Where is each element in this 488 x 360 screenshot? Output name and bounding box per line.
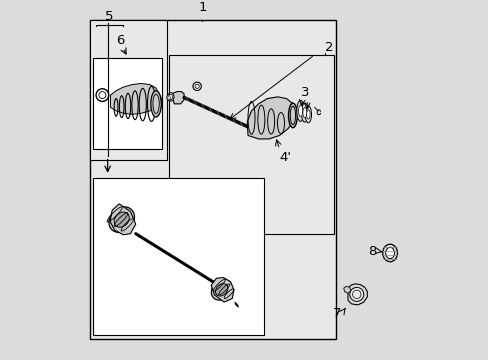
Circle shape (349, 287, 363, 301)
Ellipse shape (153, 94, 159, 113)
Polygon shape (247, 97, 295, 139)
Text: 2: 2 (325, 41, 333, 54)
Polygon shape (153, 93, 162, 114)
Polygon shape (110, 204, 136, 235)
Circle shape (352, 290, 360, 298)
Ellipse shape (211, 279, 231, 300)
Text: 8: 8 (367, 245, 376, 258)
Ellipse shape (298, 105, 302, 117)
Ellipse shape (167, 93, 174, 101)
Ellipse shape (166, 94, 171, 101)
Polygon shape (172, 91, 184, 104)
Polygon shape (211, 278, 233, 302)
Text: 4': 4' (279, 151, 291, 164)
Ellipse shape (302, 107, 306, 118)
Polygon shape (93, 177, 263, 336)
Polygon shape (90, 20, 167, 160)
Polygon shape (110, 84, 158, 114)
Polygon shape (93, 58, 162, 149)
Text: 1: 1 (198, 1, 206, 14)
Text: 7: 7 (332, 307, 340, 320)
Ellipse shape (306, 110, 309, 119)
Ellipse shape (385, 247, 394, 258)
Ellipse shape (169, 94, 172, 99)
Ellipse shape (290, 106, 295, 125)
Ellipse shape (167, 96, 170, 99)
Ellipse shape (109, 207, 134, 233)
Ellipse shape (301, 103, 308, 122)
Text: 6: 6 (116, 34, 124, 47)
Ellipse shape (305, 106, 311, 123)
Text: 3: 3 (300, 86, 308, 99)
Ellipse shape (296, 100, 304, 121)
Ellipse shape (288, 103, 297, 128)
Ellipse shape (215, 284, 227, 296)
Polygon shape (347, 284, 366, 305)
Ellipse shape (150, 91, 161, 117)
Ellipse shape (382, 244, 397, 262)
Polygon shape (343, 286, 350, 293)
Polygon shape (169, 55, 333, 234)
Text: 5: 5 (105, 10, 113, 23)
Ellipse shape (114, 212, 129, 227)
Polygon shape (90, 20, 335, 339)
